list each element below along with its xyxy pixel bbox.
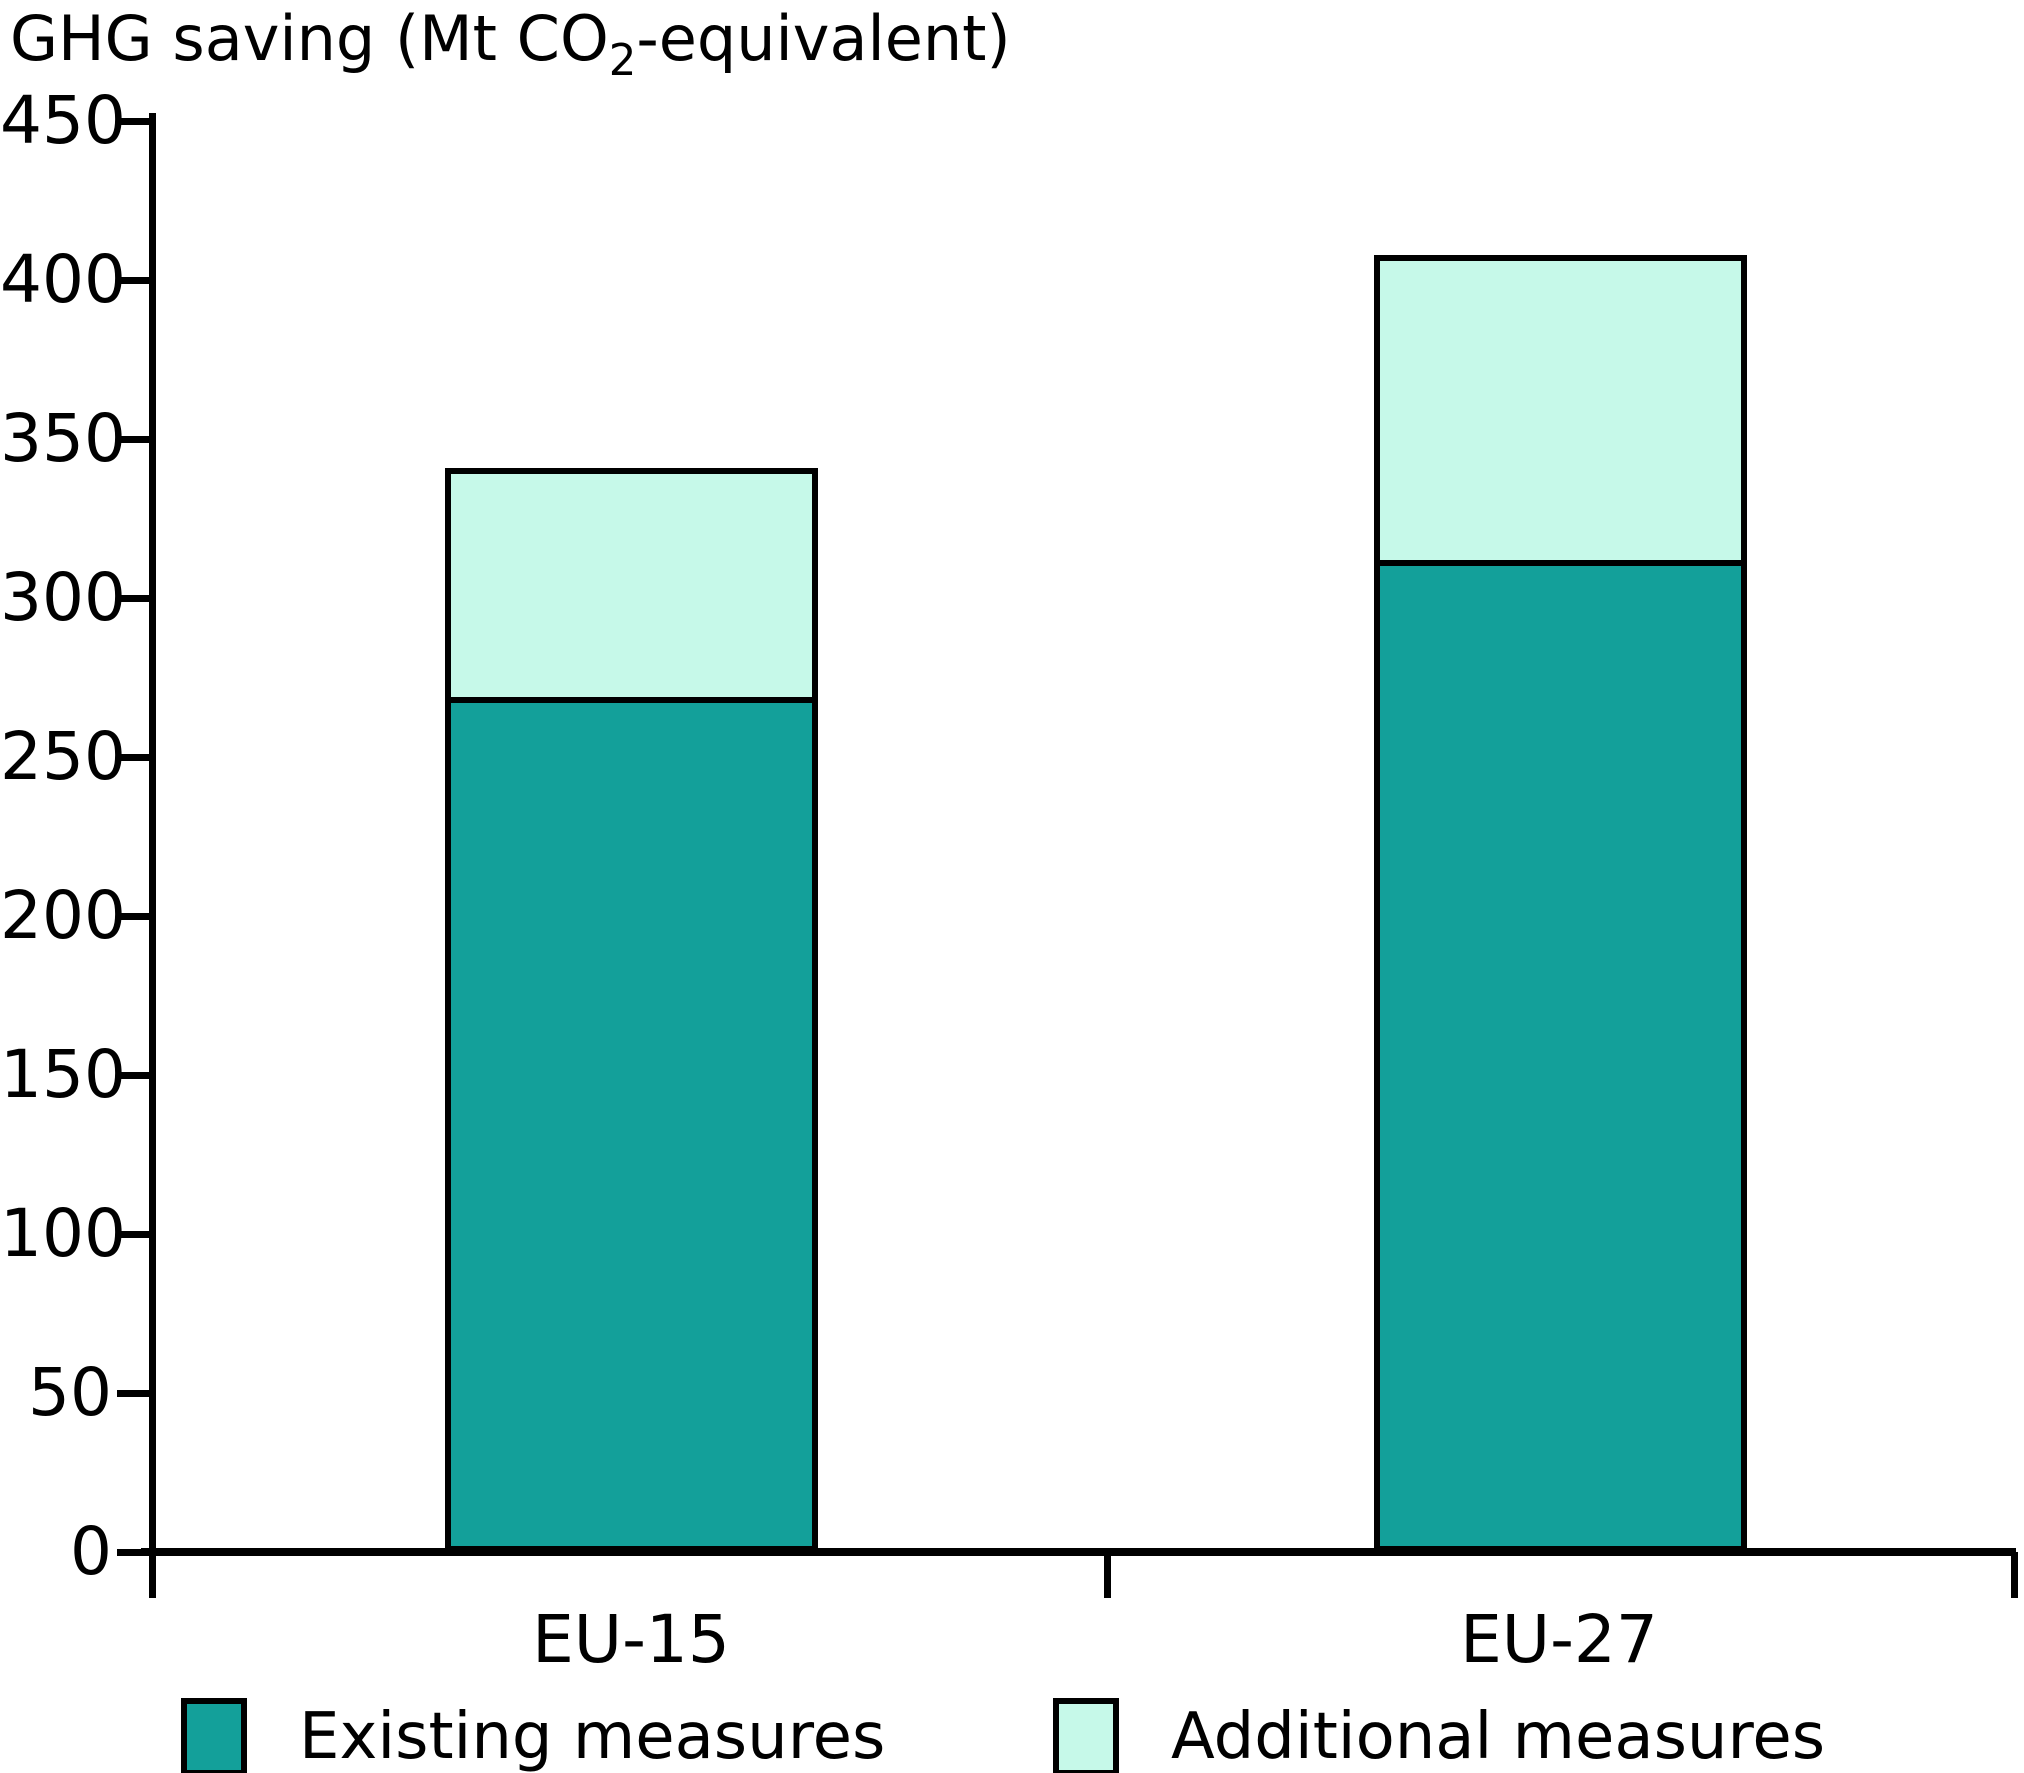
y-axis-tick-label-100: 100 xyxy=(0,1195,126,1272)
y-axis-tick-label-250: 250 xyxy=(0,718,126,795)
bar-segment-additional-measures-eu-15 xyxy=(450,474,812,697)
x-category-label-eu15: EU-15 xyxy=(532,1601,730,1678)
y-axis-tick-0 xyxy=(117,1548,152,1556)
bar-segment-existing-measures-eu-15 xyxy=(450,703,812,1546)
bar-segment-divider-eu-27 xyxy=(1379,560,1741,566)
chart-title-subscript: 2 xyxy=(608,36,637,87)
y-axis-tick-label-400: 400 xyxy=(0,241,126,318)
y-axis-tick-label-200: 200 xyxy=(0,877,126,954)
chart-title-suffix: -equivalent) xyxy=(636,2,1011,75)
x-axis-tick-2 xyxy=(2010,1552,2018,1598)
x-category-label-eu27: EU-27 xyxy=(1460,1601,1658,1678)
stacked-bar-eu-27 xyxy=(1373,255,1747,1552)
legend-label-existing-measures: Existing measures xyxy=(299,1700,886,1773)
chart-title: GHG saving (Mt CO2-equivalent) xyxy=(10,2,1011,86)
x-axis-line xyxy=(141,1548,2016,1556)
y-axis-tick-label-50: 50 xyxy=(28,1354,112,1431)
stacked-bar-eu-15 xyxy=(444,468,818,1552)
y-axis-tick-450 xyxy=(117,117,152,125)
y-axis-tick-200 xyxy=(117,912,152,920)
legend-item-existing: Existing measures xyxy=(181,1698,885,1773)
bar-segment-existing-measures-eu-27 xyxy=(1379,566,1741,1546)
y-axis-tick-50 xyxy=(117,1389,152,1397)
legend-label-additional-measures: Additional measures xyxy=(1171,1700,1826,1773)
y-axis-tick-label-150: 150 xyxy=(0,1036,126,1113)
y-axis-tick-label-300: 300 xyxy=(0,559,126,636)
legend-swatch-additional-measures xyxy=(1053,1698,1119,1773)
y-axis-tick-label-450: 450 xyxy=(0,82,126,159)
y-axis-tick-300 xyxy=(117,594,152,602)
legend-item-additional: Additional measures xyxy=(1053,1698,1825,1773)
y-axis-tick-250 xyxy=(117,753,152,761)
y-axis-line xyxy=(149,113,156,1598)
y-axis-tick-150 xyxy=(117,1071,152,1079)
y-axis-tick-100 xyxy=(117,1230,152,1238)
legend-swatch-existing-measures xyxy=(181,1698,247,1773)
y-axis-tick-350 xyxy=(117,435,152,443)
chart-title-text: GHG saving (Mt CO xyxy=(10,2,609,75)
bar-segment-additional-measures-eu-27 xyxy=(1379,261,1741,560)
x-axis-tick-0 xyxy=(148,1552,156,1598)
bar-segment-divider-eu-15 xyxy=(450,697,812,703)
y-axis-tick-label-0: 0 xyxy=(70,1513,112,1590)
x-axis-tick-1 xyxy=(1103,1552,1111,1598)
y-axis-tick-label-350: 350 xyxy=(0,400,126,477)
y-axis-tick-400 xyxy=(117,276,152,284)
